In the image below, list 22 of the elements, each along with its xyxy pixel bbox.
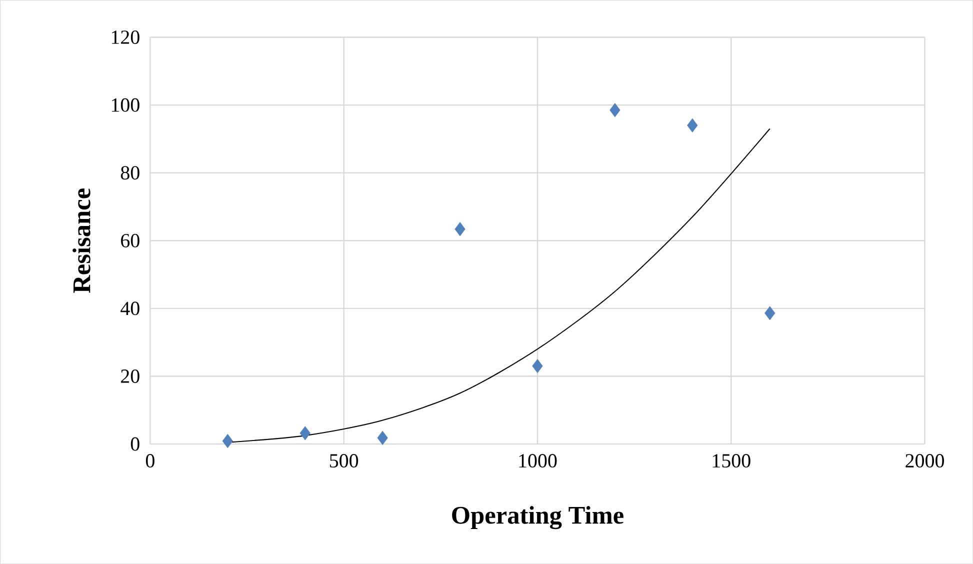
- point: [610, 103, 620, 117]
- x-axis-title: Operating Time: [452, 506, 624, 530]
- x-tick-label: 0: [146, 454, 154, 468]
- point: [454, 222, 466, 236]
- y-tick-label: 80: [120, 166, 140, 180]
- y-tick-label: 120: [112, 30, 140, 44]
- point: [687, 118, 698, 132]
- point: [532, 359, 543, 373]
- point: [222, 434, 233, 448]
- y-tick-label: 0: [130, 437, 140, 451]
- y-tick-label: 100: [112, 98, 140, 112]
- point: [377, 430, 388, 445]
- x-tick-label: 1000: [519, 454, 557, 468]
- point: [300, 426, 310, 440]
- y-tick-label: 40: [120, 302, 140, 316]
- point: [764, 306, 776, 320]
- y-tick-label: 20: [121, 369, 140, 383]
- x-tick-label: 1500: [712, 454, 750, 468]
- y-axis-title: Resisance: [72, 188, 90, 293]
- x-tick-label: 2000: [906, 454, 944, 468]
- x-tick-label: 500: [330, 454, 358, 468]
- y-tick-label: 60: [121, 234, 140, 248]
